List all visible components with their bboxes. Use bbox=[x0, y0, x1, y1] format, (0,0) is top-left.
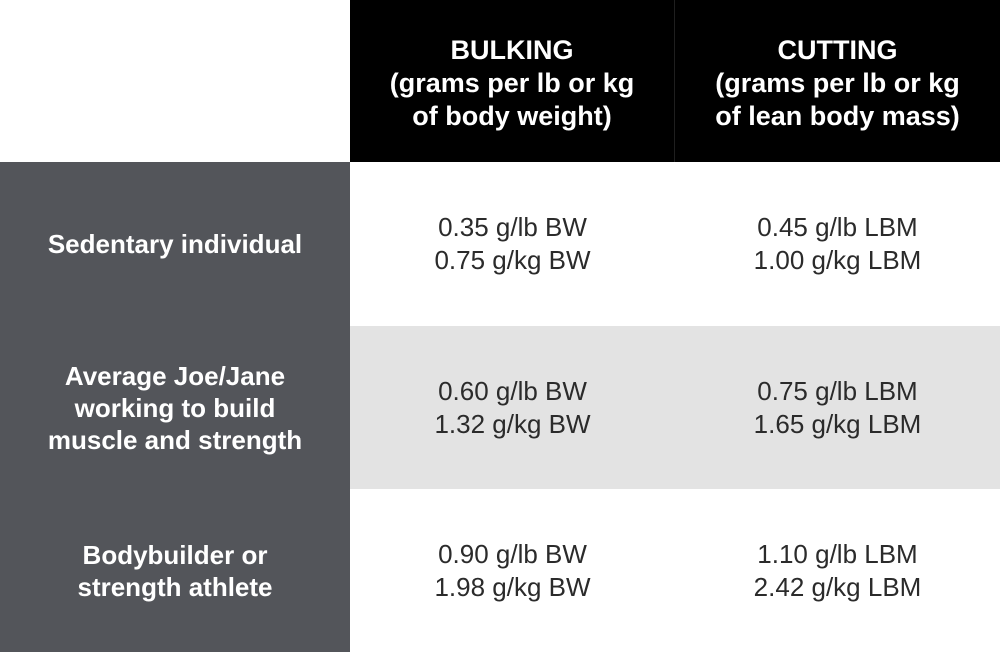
row-label-line: muscle and strength bbox=[47, 424, 303, 455]
table-corner-empty bbox=[0, 0, 350, 162]
value-per-lb: 0.75 g/lb LBM bbox=[757, 375, 918, 406]
cell-bodybuilder-bulking: 0.90 g/lb BW 1.98 g/kg BW bbox=[350, 489, 675, 652]
column-header-bulking: BULKING (grams per lb or kg of body weig… bbox=[350, 0, 675, 162]
cell-average-bulking: 0.60 g/lb BW 1.32 g/kg BW bbox=[350, 326, 675, 489]
value-per-kg: 0.75 g/kg BW bbox=[434, 245, 591, 275]
cell-average-cutting: 0.75 g/lb LBM 1.65 g/kg LBM bbox=[675, 326, 1000, 489]
row-header-bodybuilder: Bodybuilder or strength athlete bbox=[0, 489, 350, 652]
value-per-kg: 1.65 g/kg LBM bbox=[753, 408, 922, 439]
value-per-kg: 2.42 g/kg LBM bbox=[753, 571, 922, 602]
value-per-lb: 0.45 g/lb LBM bbox=[757, 212, 918, 242]
cell-sedentary-cutting: 0.45 g/lb LBM 1.00 g/kg LBM bbox=[675, 162, 1000, 326]
row-label-line: Sedentary individual bbox=[47, 229, 303, 259]
bulking-subtitle-line1: (grams per lb or kg bbox=[389, 67, 635, 98]
cell-sedentary-bulking: 0.35 g/lb BW 0.75 g/kg BW bbox=[350, 162, 675, 326]
row-label-line: Bodybuilder or bbox=[82, 539, 268, 570]
value-per-lb: 1.10 g/lb LBM bbox=[757, 538, 918, 569]
cell-bodybuilder-cutting: 1.10 g/lb LBM 2.42 g/kg LBM bbox=[675, 489, 1000, 652]
cutting-title: CUTTING bbox=[777, 34, 898, 65]
value-per-lb: 0.35 g/lb BW bbox=[438, 212, 587, 242]
row-label-line: strength athlete bbox=[77, 571, 273, 602]
value-per-kg: 1.98 g/kg BW bbox=[434, 571, 591, 602]
cutting-subtitle-line1: (grams per lb or kg bbox=[715, 67, 960, 98]
column-header-cutting: CUTTING (grams per lb or kg of lean body… bbox=[675, 0, 1000, 162]
row-label-line: working to build bbox=[74, 392, 276, 423]
row-header-sedentary: Sedentary individual bbox=[0, 162, 350, 326]
value-per-lb: 0.90 g/lb BW bbox=[438, 538, 587, 569]
row-header-average: Average Joe/Jane working to build muscle… bbox=[0, 326, 350, 489]
value-per-kg: 1.32 g/kg BW bbox=[434, 408, 591, 439]
value-per-lb: 0.60 g/lb BW bbox=[438, 375, 587, 406]
bulking-subtitle-line2: of body weight) bbox=[412, 100, 612, 131]
cutting-subtitle-line2: of lean body mass) bbox=[715, 100, 960, 131]
value-per-kg: 1.00 g/kg LBM bbox=[753, 245, 922, 275]
bulking-title: BULKING bbox=[450, 34, 574, 65]
row-label-line: Average Joe/Jane bbox=[64, 360, 286, 391]
